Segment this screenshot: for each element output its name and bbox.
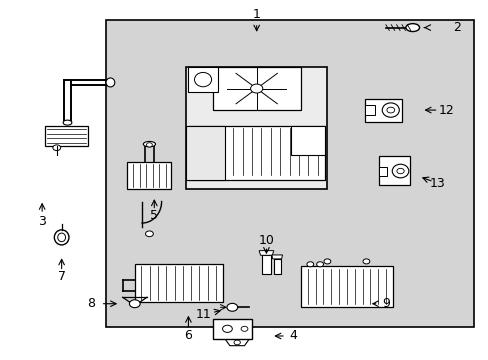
Text: 11: 11 [195, 308, 210, 321]
Bar [212, 319, 251, 339]
Text: 5: 5 [150, 210, 158, 222]
Ellipse shape [382, 103, 399, 117]
Ellipse shape [222, 325, 232, 332]
Bar [44, 126, 88, 146]
Polygon shape [271, 255, 282, 259]
Bar [127, 162, 171, 189]
Text: 9: 9 [381, 297, 389, 310]
Ellipse shape [58, 233, 65, 242]
Ellipse shape [250, 84, 262, 93]
Bar [273, 259, 280, 274]
Ellipse shape [306, 262, 313, 267]
Ellipse shape [241, 326, 247, 331]
Bar [290, 126, 325, 155]
Ellipse shape [145, 231, 153, 237]
Text: 2: 2 [452, 21, 460, 34]
Bar [378, 156, 409, 185]
Bar [378, 167, 386, 176]
Ellipse shape [226, 303, 237, 311]
Bar [364, 105, 374, 116]
Bar [300, 266, 392, 307]
Text: 13: 13 [428, 177, 444, 190]
Text: 3: 3 [38, 215, 46, 228]
Text: 8: 8 [87, 297, 95, 310]
Polygon shape [259, 251, 273, 255]
Bar [185, 126, 224, 180]
Bar [262, 255, 270, 274]
Ellipse shape [194, 72, 211, 87]
Ellipse shape [234, 340, 240, 345]
Text: 6: 6 [184, 329, 192, 342]
Ellipse shape [63, 120, 72, 125]
Ellipse shape [396, 168, 404, 174]
Ellipse shape [106, 78, 115, 87]
Bar [212, 67, 300, 110]
Ellipse shape [386, 107, 394, 113]
Text: 4: 4 [289, 329, 297, 342]
Ellipse shape [362, 259, 369, 264]
Bar [135, 264, 222, 302]
Ellipse shape [146, 143, 152, 147]
Ellipse shape [129, 300, 140, 308]
Ellipse shape [324, 259, 330, 264]
Bar [188, 126, 325, 180]
Text: 7: 7 [58, 270, 65, 283]
Text: 10: 10 [258, 234, 274, 247]
Text: 1: 1 [252, 8, 260, 21]
Ellipse shape [143, 141, 155, 147]
Bar [185, 67, 327, 189]
Ellipse shape [405, 24, 419, 32]
Ellipse shape [391, 164, 408, 178]
Bar [364, 99, 401, 122]
Text: 12: 12 [438, 104, 454, 117]
Ellipse shape [54, 230, 69, 245]
Ellipse shape [53, 145, 61, 150]
Bar [188, 67, 217, 92]
Ellipse shape [316, 262, 323, 267]
Bar [105, 21, 473, 327]
Polygon shape [224, 339, 249, 346]
